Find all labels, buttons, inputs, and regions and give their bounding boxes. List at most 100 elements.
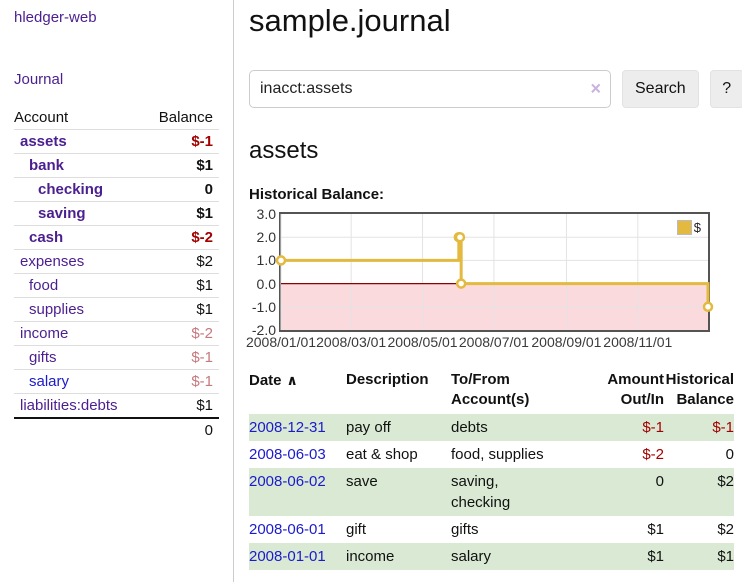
account-balance: 0: [204, 181, 213, 198]
transaction-balance: $2: [717, 473, 734, 490]
account-row-expenses: expenses $2: [14, 249, 219, 273]
page-title: sample.journal: [249, 3, 451, 38]
transaction-description: eat & shop: [346, 446, 418, 463]
x-tick-label: 2008/07/01: [458, 334, 529, 350]
transaction-amount: $-2: [642, 446, 664, 463]
search-button[interactable]: Search: [622, 70, 699, 108]
y-tick-label: 0.0: [256, 275, 276, 292]
transaction-description: gift: [346, 521, 367, 538]
y-tick-label: 3.0: [256, 206, 276, 222]
account-link[interactable]: liabilities:debts: [20, 397, 118, 414]
transaction-amount: $-1: [642, 419, 664, 436]
x-tick-label: 2008/03/01: [316, 334, 387, 350]
transaction-date-link[interactable]: 2008-01-01: [249, 548, 326, 565]
chart-title: Historical Balance:: [249, 186, 385, 203]
main-content: sample.journal × Search ? assets Histori…: [234, 0, 742, 582]
account-link[interactable]: supplies: [29, 301, 85, 318]
account-row-liabilities-debts: liabilities:debts $1: [14, 393, 219, 417]
transaction-amount: $1: [647, 521, 664, 538]
account-row-cash: cash $-2: [14, 225, 219, 249]
transaction-row[interactable]: 2008-12-31 pay off debts $-1 $-1: [249, 414, 734, 441]
account-link[interactable]: assets: [20, 133, 67, 150]
transaction-row[interactable]: 2008-01-01 income salary $1 $1: [249, 543, 734, 570]
clear-search-icon[interactable]: ×: [590, 78, 601, 99]
account-column-header: Account: [14, 109, 69, 126]
account-link[interactable]: food: [29, 277, 59, 294]
account-link[interactable]: income: [20, 325, 69, 342]
account-row-bank: bank $1: [14, 153, 219, 177]
account-balance: $2: [196, 253, 213, 270]
account-row-assets: assets $-1: [14, 129, 219, 153]
transaction-row[interactable]: 2008-06-02 save saving, checking 0 $2: [249, 468, 734, 516]
brand-link[interactable]: hledger-web: [14, 9, 97, 26]
transaction-balance: $2: [717, 521, 734, 538]
column-header-balance: Historical Balance: [665, 371, 734, 408]
transaction-accounts: salary: [451, 548, 492, 565]
transaction-description: income: [346, 548, 395, 565]
sidebar-item-journal[interactable]: Journal: [14, 71, 64, 88]
account-balance: $1: [196, 205, 213, 222]
chart-y-axis-labels: 3.0 2.0 1.0 0.0 -1.0 -2.0: [249, 206, 279, 338]
account-balance: $-2: [191, 325, 213, 342]
accounts-total-row: 0: [14, 417, 219, 443]
accounts-table-header: Account Balance: [14, 106, 219, 129]
account-row-gifts: gifts $-1: [14, 345, 219, 369]
transaction-row[interactable]: 2008-06-01 gift gifts $1 $2: [249, 516, 734, 543]
account-link[interactable]: bank: [29, 157, 65, 174]
account-row-salary: salary $-1: [14, 369, 219, 393]
account-row-saving: saving $1: [14, 201, 219, 225]
transaction-accounts: debts: [451, 419, 488, 436]
account-balance: $1: [196, 397, 213, 414]
transaction-date-link[interactable]: 2008-06-01: [249, 521, 326, 538]
account-balance: $1: [196, 157, 213, 174]
transaction-balance: $1: [717, 548, 734, 565]
account-link[interactable]: cash: [29, 229, 64, 246]
transaction-date-link[interactable]: 2008-12-31: [249, 419, 326, 436]
account-row-checking: checking 0: [14, 177, 219, 201]
column-header-amount: Amount Out/In: [607, 371, 664, 408]
x-tick-label: 2008/01/01: [245, 334, 317, 350]
transaction-row[interactable]: 2008-06-03 eat & shop food, supplies $-2…: [249, 441, 734, 468]
transaction-accounts: saving, checking: [451, 473, 511, 511]
y-tick-label: -2.0: [251, 322, 276, 338]
chart-plot: $: [275, 212, 714, 332]
account-page-title: assets: [249, 137, 319, 164]
column-header-date[interactable]: Date ∧: [249, 372, 298, 389]
accounts-total-value: 0: [204, 422, 213, 439]
account-balance: $-2: [191, 229, 213, 246]
legend-label: $: [693, 220, 701, 235]
y-tick-label: -1.0: [251, 298, 276, 315]
transaction-amount: 0: [655, 473, 664, 490]
y-tick-label: 2.0: [256, 229, 276, 246]
transaction-date-link[interactable]: 2008-06-02: [249, 473, 326, 490]
account-row-food: food $1: [14, 273, 219, 297]
search-input[interactable]: [249, 70, 611, 108]
account-link[interactable]: salary: [29, 373, 70, 390]
transaction-description: pay off: [346, 419, 391, 436]
register-table: Date ∧ Description To/From Account(s) Amo…: [249, 368, 734, 570]
column-header-accounts: To/From Account(s): [451, 371, 530, 408]
x-tick-label: 2008/05/01: [387, 334, 458, 350]
chart-legend: $: [674, 219, 703, 236]
transaction-accounts: gifts: [451, 521, 479, 538]
transaction-amount: $1: [647, 548, 664, 565]
accounts-table: Account Balance assets $-1 bank $1 check…: [14, 106, 219, 443]
transaction-accounts: food, supplies: [451, 446, 544, 463]
sidebar: hledger-web Journal Account Balance asse…: [0, 0, 234, 582]
legend-swatch-icon: [676, 220, 692, 235]
sort-ascending-icon: ∧: [286, 372, 298, 388]
account-link[interactable]: saving: [38, 205, 86, 222]
transaction-balance: 0: [725, 446, 734, 463]
register-header-row: Date ∧ Description To/From Account(s) Amo…: [249, 368, 734, 414]
account-link[interactable]: checking: [38, 181, 104, 198]
x-tick-label: 2008/11/01: [603, 334, 673, 350]
balance-column-header: Balance: [158, 109, 213, 126]
search-input-wrap: ×: [249, 70, 611, 108]
account-row-income: income $-2: [14, 321, 219, 345]
account-link[interactable]: expenses: [20, 253, 85, 270]
help-button[interactable]: ?: [709, 70, 742, 108]
transaction-date-link[interactable]: 2008-06-03: [249, 446, 326, 463]
column-header-description: Description: [346, 371, 429, 388]
account-link[interactable]: gifts: [29, 349, 57, 366]
